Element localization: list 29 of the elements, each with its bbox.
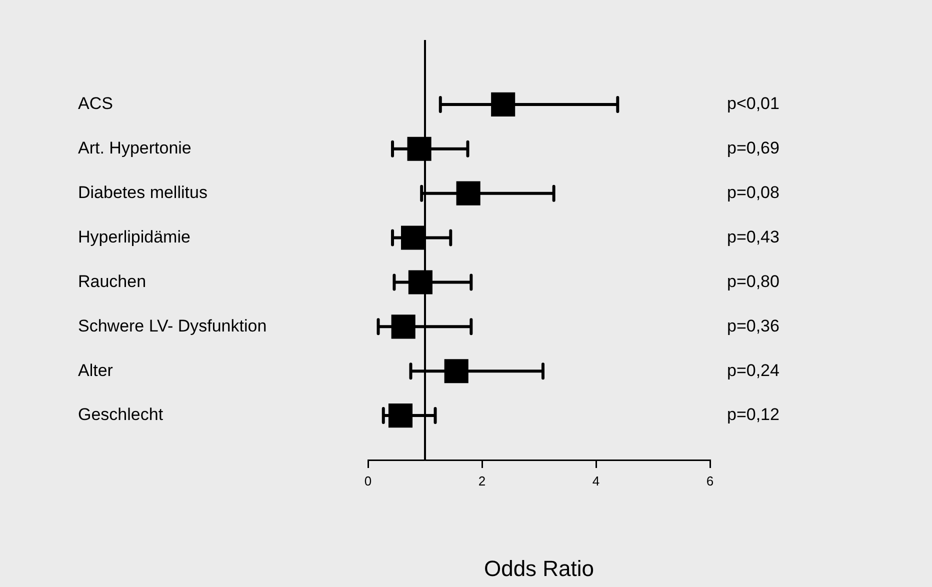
point — [391, 314, 416, 339]
x-tick-label: 2 — [478, 473, 486, 488]
text: p=0,80 — [727, 272, 780, 291]
point — [401, 226, 426, 250]
y-tick-label: Alter — [78, 360, 114, 380]
point — [491, 92, 516, 116]
text: p=0,69 — [727, 138, 780, 158]
text: p=0,36 — [727, 316, 780, 336]
text: p=0,08 — [727, 183, 780, 202]
point — [408, 270, 432, 294]
y-tick-label: Art. Hypertonie — [78, 138, 192, 158]
point — [388, 404, 413, 428]
text: p=0,43 — [727, 227, 780, 246]
x-tick-label: 4 — [592, 473, 600, 488]
y-tick-label: Hyperlipidämie — [78, 227, 190, 246]
x-axis-title: Odds Ratio — [484, 556, 594, 581]
y-tick-label: Schwere LV- Dysfunktion — [78, 316, 267, 336]
text: p=0,24 — [727, 360, 780, 380]
point — [407, 136, 432, 161]
text: p<0,01 — [727, 94, 780, 114]
y-tick-label: Diabetes mellitus — [78, 183, 208, 202]
x-tick-label: 6 — [706, 473, 714, 488]
point — [456, 181, 480, 206]
text: p=0,12 — [727, 405, 780, 424]
y-tick-label: Geschlecht — [78, 405, 164, 424]
y-tick-label: Rauchen — [78, 272, 146, 291]
y-tick-label: ACS — [78, 94, 113, 114]
point — [444, 359, 468, 384]
x-tick-label: 0 — [364, 473, 372, 488]
